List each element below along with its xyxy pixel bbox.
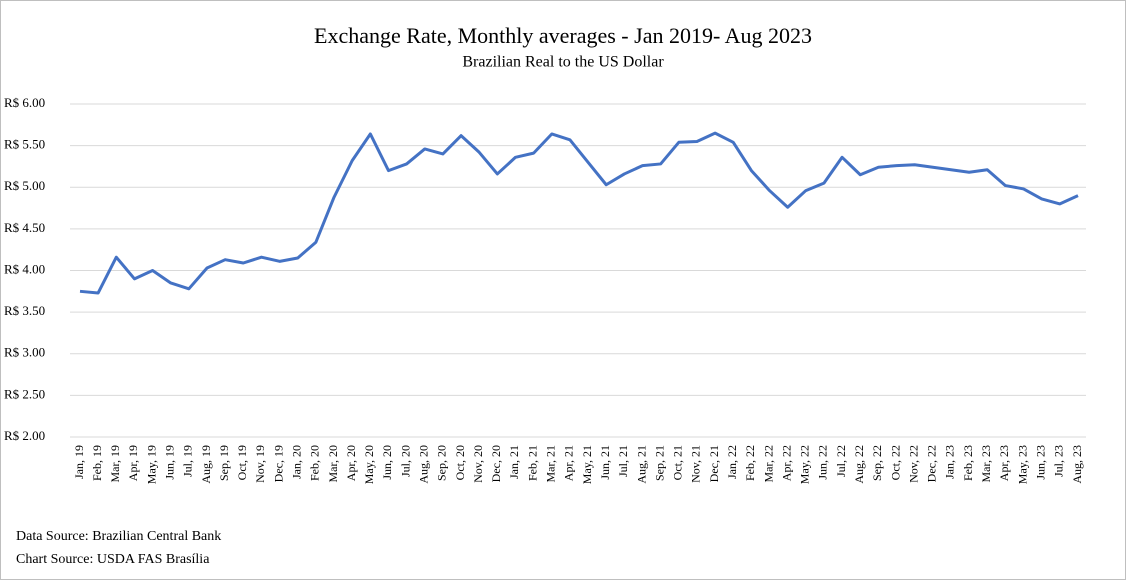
- x-tick-label: Jan, 20: [289, 445, 303, 479]
- note: Data Source: Brazilian Central Bank: [16, 529, 221, 544]
- note: Chart Source: USDA FAS Brasília: [16, 552, 210, 567]
- x-tick-label: Apr, 23: [997, 445, 1011, 481]
- x-tick-label: Mar, 22: [761, 445, 775, 483]
- y-tick-label: R$ 3.50: [4, 303, 45, 318]
- x-tick-label: Feb, 22: [743, 445, 757, 481]
- x-tick-label: Apr, 21: [562, 445, 576, 481]
- x-tick-label: Aug, 21: [634, 445, 648, 484]
- x-tick-label: Jul, 23: [1052, 445, 1066, 477]
- x-tick-label: May, 22: [798, 445, 812, 484]
- x-tick-label: May, 19: [144, 445, 158, 484]
- x-tick-label: Apr, 22: [779, 445, 793, 481]
- x-tick-label: Dec, 19: [271, 445, 285, 482]
- x-tick-label: Aug, 19: [199, 445, 213, 484]
- x-tick-label: Jul, 22: [834, 445, 848, 477]
- x-tick-label: May, 21: [580, 445, 594, 484]
- x-tick-label: Jun, 22: [816, 445, 830, 480]
- y-tick-label: R$ 6.00: [4, 95, 45, 110]
- x-tick-label: Sep, 21: [652, 445, 666, 481]
- y-tick-label: R$ 5.50: [4, 137, 45, 152]
- x-tick-label: Oct, 19: [235, 445, 249, 480]
- x-tick-label: Aug, 20: [417, 445, 431, 484]
- chart-subtitle: Brazilian Real to the US Dollar: [462, 54, 664, 71]
- x-tick-label: Jan, 21: [507, 445, 521, 479]
- x-tick-label: Jul, 20: [398, 445, 412, 477]
- line: [79, 131, 1079, 295]
- x-tick-label: Aug, 23: [1070, 445, 1084, 484]
- x-tick-label: Jul, 21: [616, 445, 630, 477]
- x-tick-label: Sep, 20: [435, 445, 449, 481]
- x-tick-label: May, 23: [1015, 445, 1029, 484]
- x-tick-label: May, 20: [362, 445, 376, 484]
- x-tick-label: Apr, 20: [344, 445, 358, 481]
- x-tick-label: Oct, 21: [671, 445, 685, 480]
- x-tick-label: Mar, 21: [544, 445, 558, 483]
- chart-title: Exchange Rate, Monthly averages - Jan 20…: [314, 23, 812, 48]
- x-tick-label: Jun, 21: [598, 445, 612, 480]
- x-tick-label: Jul, 19: [181, 445, 195, 477]
- x-tick-label: Feb, 19: [90, 445, 104, 481]
- x-tick-label: Dec, 22: [925, 445, 939, 482]
- x-tick-label: Dec, 21: [707, 445, 721, 482]
- x-tick-label: Nov, 22: [906, 445, 920, 483]
- x-tick-label: Jan, 22: [725, 445, 739, 479]
- x-tick-label: Mar, 20: [326, 445, 340, 483]
- x-tick-label: Jun, 23: [1033, 445, 1047, 480]
- x-tick-label: Sep, 19: [217, 445, 231, 481]
- y-tick-label: R$ 3.00: [4, 345, 45, 360]
- x-tick-label: Feb, 20: [308, 445, 322, 481]
- y-tick-label: R$ 4.00: [4, 261, 45, 276]
- x-tick-label: Nov, 20: [471, 445, 485, 483]
- x-tick-label: Feb, 21: [525, 445, 539, 481]
- x-tick-label: Jan, 19: [72, 445, 86, 479]
- x-tick-label: Oct, 22: [888, 445, 902, 480]
- x-tick-label: Apr, 19: [126, 445, 140, 481]
- x-tick-label: Mar, 23: [979, 445, 993, 483]
- y-tick-label: R$ 2.00: [4, 428, 45, 443]
- x-tick-label: Sep, 22: [870, 445, 884, 481]
- x-tick-label: Nov, 21: [689, 445, 703, 483]
- x-tick-label: Mar, 19: [108, 445, 122, 483]
- y-tick-label: R$ 2.50: [4, 386, 45, 401]
- x-tick-label: Aug, 22: [852, 445, 866, 484]
- x-tick-label: Jun, 20: [380, 445, 394, 480]
- x-tick-label: Feb, 23: [961, 445, 975, 481]
- x-tick-label: Oct, 20: [453, 445, 467, 480]
- y-tick-label: R$ 4.50: [4, 220, 45, 235]
- y-tick-label: R$ 5.00: [4, 178, 45, 193]
- x-tick-label: Dec, 20: [489, 445, 503, 482]
- x-tick-label: Jun, 19: [162, 445, 176, 480]
- x-tick-label: Nov, 19: [253, 445, 267, 483]
- x-tick-label: Jan, 23: [943, 445, 957, 479]
